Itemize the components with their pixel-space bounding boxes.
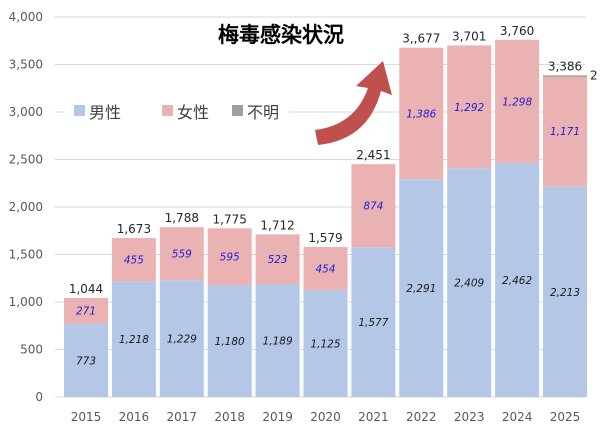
bar-male bbox=[207, 284, 252, 397]
x-tick-label: 2023 bbox=[454, 410, 485, 424]
total-label: 1,673 bbox=[117, 222, 151, 236]
x-tick-label: 2018 bbox=[214, 410, 245, 424]
y-tick-label: 3,000 bbox=[9, 105, 43, 119]
bar-female bbox=[255, 234, 300, 285]
y-tick-label: 2,000 bbox=[9, 200, 43, 214]
x-tick-label: 2021 bbox=[358, 410, 389, 424]
bar-female bbox=[447, 45, 492, 169]
total-label: 1,712 bbox=[260, 218, 294, 232]
label-female: 523 bbox=[268, 254, 288, 266]
bar-unknown bbox=[543, 75, 587, 77]
y-tick-label: 0 bbox=[35, 390, 43, 404]
total-label: 1,579 bbox=[308, 231, 342, 245]
label-female: 454 bbox=[315, 264, 335, 276]
x-tick-label: 2017 bbox=[167, 410, 198, 424]
label-male: 1,180 bbox=[215, 336, 245, 348]
label-female: 1,386 bbox=[406, 109, 436, 121]
label-female: 595 bbox=[220, 252, 240, 264]
bar-female bbox=[111, 238, 156, 282]
bars: 773 271 1,044 1,218 455 1,673 1,229 559 1,788 1,1… bbox=[64, 24, 598, 397]
label-female: 874 bbox=[363, 201, 383, 213]
bar-female bbox=[207, 228, 252, 285]
y-tick-label: 4,000 bbox=[9, 10, 43, 24]
x-tick-label: 2025 bbox=[550, 410, 581, 424]
legend-swatch bbox=[232, 105, 243, 116]
y-tick-label: 3,500 bbox=[9, 58, 43, 72]
label-male: 773 bbox=[76, 355, 96, 367]
label-male: 2,462 bbox=[502, 275, 532, 287]
bar-male bbox=[111, 281, 156, 397]
x-tick-label: 2019 bbox=[262, 410, 293, 424]
label-male: 1,189 bbox=[263, 336, 293, 348]
bar-female bbox=[495, 39, 540, 164]
legend-box bbox=[64, 98, 289, 128]
label-female: 455 bbox=[124, 255, 144, 267]
x-tick-label: 2020 bbox=[310, 410, 341, 424]
y-axis: 0 500 1,000 1,500 2,000 2,500 3,000 3,500 4,000 bbox=[9, 10, 43, 404]
total-label: 1,775 bbox=[213, 212, 247, 226]
total-label: 3,386 bbox=[548, 59, 582, 73]
label-female: 271 bbox=[76, 306, 96, 318]
label-female: 1,292 bbox=[454, 102, 484, 114]
legend-swatch bbox=[162, 105, 173, 116]
bar-female bbox=[159, 227, 204, 281]
legend-swatch bbox=[74, 105, 85, 116]
label-male: 1,577 bbox=[358, 317, 388, 329]
bar-female bbox=[64, 297, 108, 324]
label-female: 1,171 bbox=[550, 126, 580, 138]
legend: 男性 女性 不明 bbox=[64, 98, 289, 128]
bar-male bbox=[495, 163, 540, 397]
label-male: 2,213 bbox=[550, 287, 580, 299]
legend-label: 女性 bbox=[177, 103, 209, 122]
total-label: 3,,677 bbox=[402, 32, 440, 46]
label-male: 1,218 bbox=[119, 334, 149, 346]
total-label: 3,701 bbox=[452, 29, 486, 43]
bar-female bbox=[303, 246, 348, 291]
y-tick-label: 500 bbox=[20, 343, 43, 357]
chart-title: 梅毒感染状況 bbox=[218, 23, 344, 47]
bar-female bbox=[399, 47, 444, 180]
bar-male bbox=[447, 168, 492, 397]
y-tick-label: 2,500 bbox=[9, 153, 43, 167]
label-female: 1,298 bbox=[502, 96, 532, 108]
total-label: 1,788 bbox=[165, 211, 199, 225]
bar-male bbox=[351, 247, 396, 397]
legend-label: 不明 bbox=[247, 103, 279, 122]
label-male: 2,409 bbox=[454, 278, 484, 290]
bar-male bbox=[543, 186, 587, 397]
bar-male bbox=[255, 284, 300, 397]
bar-female bbox=[351, 164, 396, 248]
bar-male bbox=[399, 179, 444, 397]
x-tick-label: 2016 bbox=[119, 410, 150, 424]
bar-male bbox=[159, 280, 204, 397]
bar-male bbox=[64, 323, 108, 397]
bar-male bbox=[303, 290, 348, 397]
y-tick-label: 1,500 bbox=[9, 248, 43, 262]
label-male: 2,291 bbox=[406, 283, 436, 295]
x-tick-label: 2022 bbox=[406, 410, 437, 424]
label-male: 1,125 bbox=[310, 339, 340, 351]
label-male: 1,229 bbox=[167, 334, 197, 346]
total-label: 1,044 bbox=[69, 282, 103, 296]
total-label: 2,451 bbox=[356, 148, 390, 162]
total-label: 3,760 bbox=[500, 24, 534, 38]
trend-arrow bbox=[315, 61, 392, 145]
label-female: 559 bbox=[172, 249, 192, 261]
arrow-shape bbox=[315, 61, 392, 145]
x-tick-label: 2015 bbox=[71, 410, 102, 424]
legend-label: 男性 bbox=[89, 103, 121, 122]
x-tick-label: 2024 bbox=[502, 410, 533, 424]
y-tick-label: 1,000 bbox=[9, 295, 43, 309]
x-axis: 2015 2016 2017 2018 2019 2020 2021 2022 2023 2024… bbox=[71, 410, 581, 424]
bar-female bbox=[543, 75, 587, 187]
unknown-label: 2 bbox=[590, 68, 598, 82]
